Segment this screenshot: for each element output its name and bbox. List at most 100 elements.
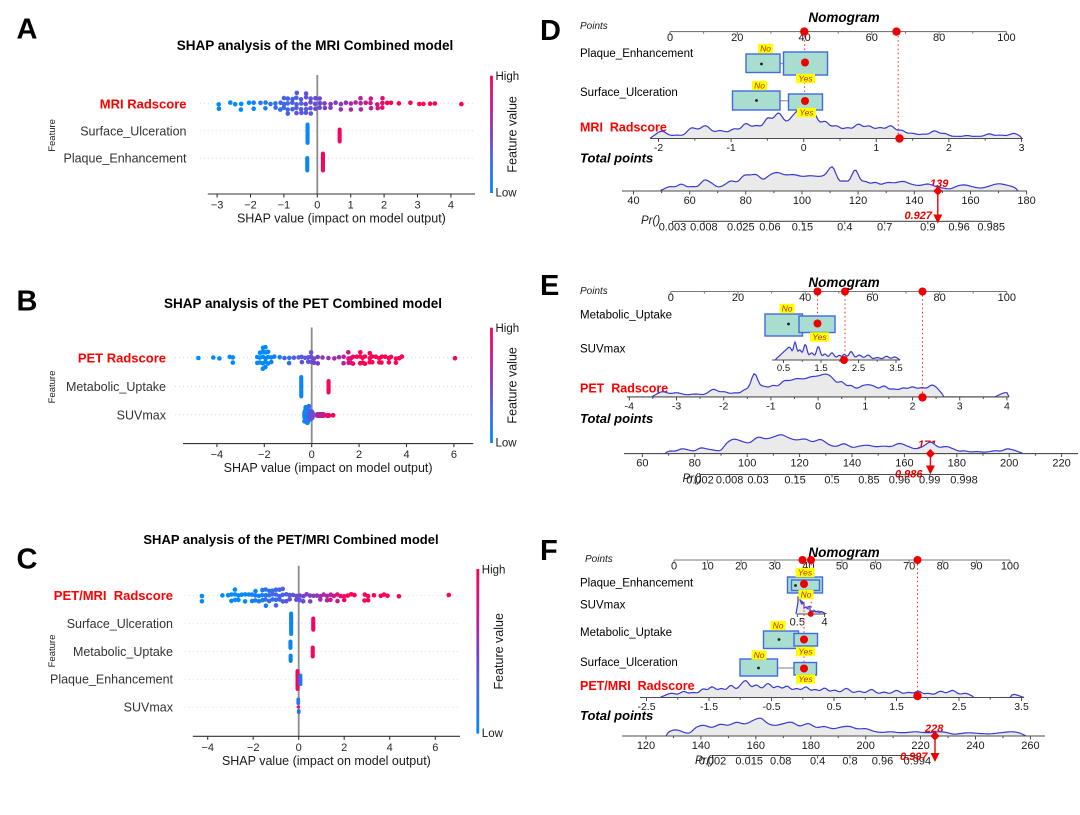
- svg-text:140: 140: [692, 740, 710, 752]
- svg-text:20: 20: [732, 292, 744, 304]
- svg-text:0.997: 0.997: [900, 751, 928, 763]
- svg-text:0.03: 0.03: [747, 475, 768, 487]
- svg-text:C: C: [17, 544, 38, 576]
- svg-text:No: No: [801, 590, 812, 600]
- svg-text:160: 160: [747, 740, 765, 752]
- svg-text:Surface_Ulceration: Surface_Ulceration: [67, 617, 173, 631]
- svg-text:4: 4: [387, 742, 393, 754]
- svg-text:SUVmax: SUVmax: [580, 600, 626, 612]
- svg-text:30: 30: [769, 561, 781, 573]
- svg-text:No: No: [754, 650, 765, 660]
- svg-text:0: 0: [309, 449, 315, 461]
- svg-text:-2.5: -2.5: [637, 701, 655, 713]
- svg-text:PET/MRI Radscore: PET/MRI Radscore: [54, 588, 173, 603]
- svg-text:Nomogram: Nomogram: [808, 10, 879, 25]
- svg-text:40: 40: [798, 32, 810, 44]
- svg-text:70: 70: [903, 561, 915, 573]
- svg-text:0.4: 0.4: [810, 756, 825, 768]
- svg-text:Feature value: Feature value: [505, 96, 519, 172]
- svg-text:-1: -1: [766, 400, 775, 412]
- svg-text:Yes: Yes: [798, 674, 813, 684]
- svg-text:-0.5: -0.5: [762, 701, 780, 713]
- svg-text:40: 40: [627, 195, 639, 207]
- svg-text:Yes: Yes: [799, 108, 814, 118]
- svg-text:-2: -2: [654, 142, 663, 154]
- svg-text:SHAP analysis of the MRI Combi: SHAP analysis of the MRI Combined model: [177, 38, 454, 53]
- svg-text:Metabolic_Uptake: Metabolic_Uptake: [580, 627, 672, 639]
- svg-text:180: 180: [1017, 195, 1035, 207]
- svg-text:0.985: 0.985: [977, 221, 1005, 233]
- svg-text:−4: −4: [211, 449, 224, 461]
- svg-text:-1: -1: [726, 142, 735, 154]
- svg-text:SUVmax: SUVmax: [117, 408, 167, 422]
- svg-text:High: High: [496, 71, 520, 83]
- svg-text:Feature value: Feature value: [492, 613, 506, 689]
- svg-text:Total points: Total points: [580, 151, 653, 166]
- svg-text:2: 2: [341, 742, 347, 754]
- svg-text:220: 220: [1052, 458, 1070, 470]
- svg-text:220: 220: [911, 740, 929, 752]
- svg-text:6: 6: [432, 742, 438, 754]
- svg-text:Pr(): Pr(): [641, 215, 660, 227]
- svg-text:0.994: 0.994: [904, 756, 932, 768]
- svg-text:0.015: 0.015: [735, 756, 763, 768]
- svg-text:PET Radscore: PET Radscore: [78, 351, 166, 366]
- svg-text:Plaque_Enhancement: Plaque_Enhancement: [580, 578, 694, 590]
- svg-text:Metabolic_Uptake: Metabolic_Uptake: [66, 380, 166, 394]
- svg-text:4: 4: [403, 449, 409, 461]
- svg-text:No: No: [760, 44, 771, 54]
- svg-text:140: 140: [843, 458, 861, 470]
- svg-text:0.003: 0.003: [659, 221, 687, 233]
- svg-text:4: 4: [448, 200, 454, 212]
- svg-text:Low: Low: [482, 728, 504, 740]
- svg-text:Points: Points: [580, 286, 608, 297]
- svg-text:160: 160: [961, 195, 979, 207]
- svg-text:3: 3: [414, 200, 420, 212]
- svg-text:-4: -4: [625, 400, 634, 412]
- svg-text:3: 3: [957, 400, 963, 412]
- svg-text:Low: Low: [496, 438, 518, 450]
- svg-text:0.5: 0.5: [824, 475, 839, 487]
- svg-text:260: 260: [1021, 740, 1039, 752]
- svg-text:60: 60: [866, 292, 878, 304]
- svg-text:Surface_Ulceration: Surface_Ulceration: [80, 124, 186, 138]
- svg-text:100: 100: [997, 32, 1015, 44]
- svg-text:0.15: 0.15: [784, 475, 805, 487]
- svg-text:120: 120: [790, 458, 808, 470]
- svg-text:0: 0: [314, 200, 320, 212]
- svg-text:50: 50: [836, 561, 848, 573]
- svg-text:−3: −3: [211, 200, 224, 212]
- svg-text:0: 0: [815, 400, 821, 412]
- svg-text:SHAP value (impact on model ou: SHAP value (impact on model output): [237, 212, 446, 226]
- svg-text:60: 60: [684, 195, 696, 207]
- svg-text:0.025: 0.025: [727, 221, 755, 233]
- svg-text:100: 100: [1001, 561, 1019, 573]
- svg-text:B: B: [17, 286, 38, 318]
- svg-text:3.5: 3.5: [889, 363, 902, 374]
- svg-text:6: 6: [451, 449, 457, 461]
- svg-text:Nomogram: Nomogram: [808, 275, 879, 290]
- svg-text:2.5: 2.5: [852, 363, 865, 374]
- svg-text:0.5: 0.5: [790, 617, 805, 629]
- svg-text:0: 0: [671, 561, 677, 573]
- svg-text:SUVmax: SUVmax: [124, 701, 174, 715]
- svg-text:4: 4: [822, 617, 828, 629]
- svg-text:1: 1: [873, 142, 879, 154]
- svg-text:0.06: 0.06: [759, 221, 780, 233]
- svg-text:1: 1: [862, 400, 868, 412]
- svg-text:SHAP analysis of the PET Combi: SHAP analysis of the PET Combined model: [164, 296, 442, 311]
- svg-text:200: 200: [857, 740, 875, 752]
- svg-text:Plaque_Enhancement: Plaque_Enhancement: [50, 673, 174, 687]
- svg-text:0.927: 0.927: [904, 210, 932, 222]
- svg-text:−2: −2: [247, 742, 260, 754]
- svg-text:SHAP value (impact on model ou: SHAP value (impact on model output): [222, 754, 431, 768]
- svg-text:D: D: [540, 15, 561, 47]
- svg-text:0.5: 0.5: [827, 701, 842, 713]
- svg-text:No: No: [782, 304, 793, 314]
- svg-text:2.5: 2.5: [952, 701, 967, 713]
- svg-text:Metabolic_Uptake: Metabolic_Uptake: [73, 645, 173, 659]
- svg-text:40: 40: [799, 292, 811, 304]
- svg-text:0.7: 0.7: [877, 221, 892, 233]
- svg-text:Total points: Total points: [580, 708, 653, 723]
- svg-text:Feature value: Feature value: [506, 347, 520, 423]
